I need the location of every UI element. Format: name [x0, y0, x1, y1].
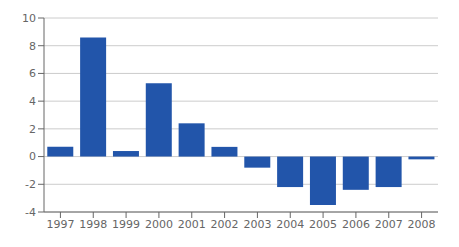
svg-text:2002: 2002	[211, 218, 239, 231]
svg-text:8: 8	[29, 40, 36, 53]
svg-text:2: 2	[29, 123, 36, 136]
svg-text:2005: 2005	[309, 218, 337, 231]
svg-text:1999: 1999	[112, 218, 140, 231]
svg-text:2001: 2001	[178, 218, 206, 231]
svg-text:2008: 2008	[408, 218, 436, 231]
svg-text:1997: 1997	[46, 218, 74, 231]
svg-text:4: 4	[29, 95, 36, 108]
svg-text:1998: 1998	[79, 218, 107, 231]
svg-text:2007: 2007	[375, 218, 403, 231]
svg-text:2000: 2000	[145, 218, 173, 231]
svg-text:2006: 2006	[342, 218, 370, 231]
svg-text:-2: -2	[25, 178, 36, 191]
svg-text:10: 10	[22, 12, 36, 25]
svg-text:2004: 2004	[276, 218, 304, 231]
svg-text:2003: 2003	[243, 218, 271, 231]
svg-text:-4: -4	[25, 206, 36, 219]
svg-text:0: 0	[29, 150, 36, 163]
svg-text:6: 6	[29, 67, 36, 80]
